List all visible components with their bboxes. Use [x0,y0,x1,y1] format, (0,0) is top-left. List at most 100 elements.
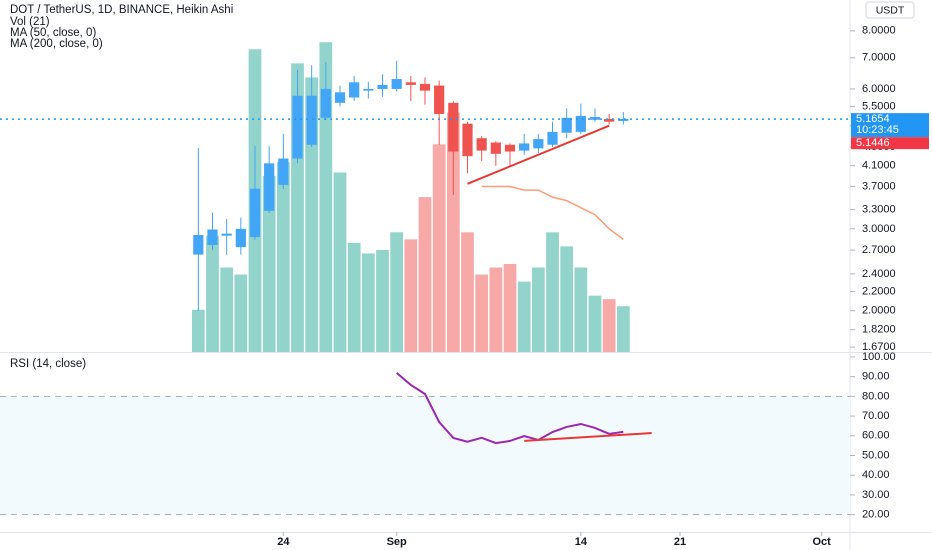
volume-bar [333,172,347,352]
ma-price-label: 5.1446 [856,137,890,149]
rsi-line [396,372,624,445]
volume-bar [276,161,290,352]
candle-body [519,143,530,151]
volume-bar [319,42,333,353]
volume-bar [574,267,588,352]
candle-body [377,84,388,89]
x-tick-label: 14 [575,536,588,548]
y-tick-label: 1.8200 [862,324,896,336]
volume-bar [418,197,432,352]
candle-body [363,88,374,91]
chart-title: DOT / TetherUS, 1D, BINANCE, Heikin Ashi [10,4,233,16]
y-tick-label: 1.6700 [862,341,896,353]
candle-body [334,92,346,103]
candle-body [462,123,473,157]
candle-body [533,139,544,149]
y-tick-label: 30.00 [862,489,890,501]
volume-bar [220,267,234,352]
candle-body [249,188,261,238]
candle-body [264,163,275,211]
volume-bar [305,77,319,352]
currency-button[interactable] [865,1,915,19]
y-tick-label: 3.7000 [862,180,896,192]
candle-body [349,82,360,98]
candle-body [235,228,246,248]
y-tick-label: 80.00 [862,390,890,402]
volume-bar [503,264,517,352]
y-tick-label: 70.00 [862,410,890,422]
y-tick-label: 90.00 [862,371,890,383]
candle-body [575,115,586,132]
y-tick-label: 3.3000 [862,204,896,216]
candle-body [490,142,501,154]
volume-bar [517,281,531,352]
candle-body [434,85,445,114]
volume-bar [206,235,219,352]
trendline [467,124,610,185]
last-price-tag [851,113,929,138]
indicator-label: MA (200, close, 0) [10,38,103,50]
y-tick-label: 50.00 [862,449,890,461]
y-tick-label: 4.1000 [862,160,896,172]
candle-body [391,79,402,89]
volume-ma [481,185,624,240]
candle-body [476,138,487,151]
volume-bar [489,267,503,352]
rsi-band [0,396,850,515]
x-tick-label: Sep [387,536,407,548]
volume-bar [560,246,574,352]
candle-body [589,117,601,120]
volume-bar [376,249,389,352]
volume-bar [616,306,630,352]
y-tick-label: 2.7000 [862,244,896,256]
candle-body [405,82,416,85]
volume-bar [432,144,446,352]
candle-body [278,158,289,185]
volume-bar [404,239,418,352]
candle-body [320,88,331,118]
y-tick-label: 8.0000 [862,25,896,37]
ma-price-tag [851,137,929,150]
last-price-label: 5.1654 [856,113,890,125]
candle-body [419,83,431,91]
y-tick-label: 6.0000 [862,83,896,95]
volume-bar [588,295,602,352]
candle-body [604,118,615,122]
indicator-label: Vol (21) [10,16,50,28]
candle-body [306,95,317,145]
volume-bar [446,112,460,352]
y-tick-label: 100.00 [862,351,896,363]
y-tick-label: 3.0000 [862,223,896,235]
x-tick-label: Oct [812,536,831,548]
indicator-label: MA (50, close, 0) [10,27,96,39]
price-axis: 8.00007.00006.00005.50005.00004.50004.10… [850,25,896,521]
volume-bar [234,274,248,352]
x-tick-label: 21 [674,536,686,548]
volume-bar [262,176,276,352]
y-tick-label: 2.4000 [862,268,896,280]
candle-body [221,233,232,236]
volume-bar [361,253,375,352]
volume-bar [461,232,474,352]
y-tick-label: 5.5000 [862,100,896,112]
volume-bar [546,232,559,352]
volume-bar [390,232,404,352]
candle-body [618,118,629,121]
volume-bar [602,299,616,352]
y-tick-label: 20.00 [862,509,890,521]
volume-bar [191,309,205,352]
candle-body [193,234,204,255]
volume-bar [475,274,489,352]
candle-body [547,131,558,145]
y-tick-label: 40.00 [862,469,890,481]
countdown-label: 10:23:45 [856,124,899,136]
candle-body [561,117,572,133]
y-tick-label: 60.00 [862,430,890,442]
x-tick-label: 24 [277,536,290,548]
trendline [524,432,652,442]
candle-body [207,229,218,245]
currency-label[interactable]: USDT [876,4,905,16]
rsi-title: RSI (14, close) [10,358,86,370]
